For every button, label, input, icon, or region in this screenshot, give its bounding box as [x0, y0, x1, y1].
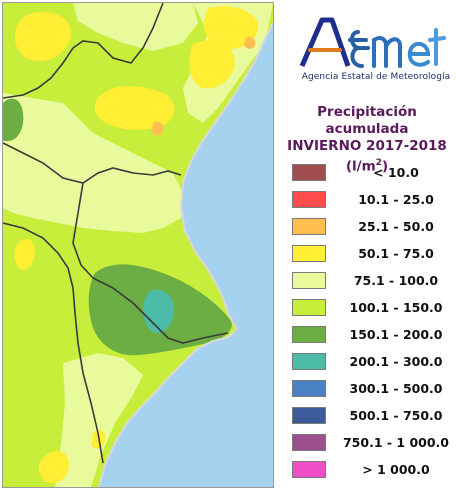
legend-row: 75.1 - 100.0 — [292, 271, 456, 298]
legend-row: 200.1 - 300.0 — [292, 352, 456, 379]
title-line-1: Precipitación acumulada — [317, 104, 417, 137]
legend-row: 500.1 - 750.0 — [292, 406, 456, 433]
legend-label: 75.1 - 100.0 — [353, 273, 439, 288]
legend-row: 300.1 - 500.0 — [292, 379, 456, 406]
legend-swatch — [292, 272, 326, 289]
legend-row: 100.1 - 150.0 — [292, 298, 456, 325]
province-border-3 — [72, 3, 164, 64]
pale-region-south — [55, 353, 143, 487]
yellow-patch-4 — [189, 40, 235, 89]
coastline — [98, 22, 273, 487]
province-border-2 — [72, 182, 229, 344]
province-border-4 — [3, 47, 74, 99]
yellow-patch-1 — [15, 11, 72, 62]
title-line-2: INVIERNO 2017-2018 — [287, 138, 447, 154]
orange-spot-2 — [152, 121, 164, 136]
title-unit: (l/m2) — [278, 155, 456, 176]
legend-label: 100.1 - 150.0 — [349, 300, 443, 315]
aemet-wordmark — [299, 17, 446, 68]
map-title: Precipitación acumulada INVIERNO 2017-20… — [278, 104, 456, 176]
legend-row: 25.1 - 50.0 — [292, 217, 456, 244]
teal-patch — [143, 289, 174, 334]
legend-label: 10.1 - 25.0 — [358, 192, 434, 207]
legend-swatch — [292, 380, 326, 397]
agency-name: Agencia Estatal de Meteorología — [301, 72, 451, 82]
legend-swatch — [292, 245, 326, 262]
unit-superscript: 2 — [375, 158, 382, 168]
orange-spot-1 — [244, 36, 256, 49]
unit-base: (l/m — [345, 158, 376, 175]
legend-label: 300.1 - 500.0 — [349, 381, 443, 396]
yellow-patch-6 — [38, 450, 70, 484]
legend: < 10.0 10.1 - 25.0 25.1 - 50.0 50.1 - 75… — [292, 163, 456, 487]
legend-label: 25.1 - 50.0 — [358, 219, 434, 234]
green-patch-west — [3, 98, 24, 141]
legend-swatch — [292, 353, 326, 370]
legend-label: 150.1 - 200.0 — [349, 327, 443, 342]
legend-row: 10.1 - 25.0 — [292, 190, 456, 217]
legend-label: 50.1 - 75.0 — [358, 246, 434, 261]
province-border-1 — [3, 142, 182, 184]
yellow-patch-3 — [94, 86, 175, 130]
yellow-patch-5 — [14, 238, 35, 270]
legend-row: 50.1 - 75.0 — [292, 244, 456, 271]
legend-row: 750.1 - 1 000.0 — [292, 433, 456, 460]
legend-swatch — [292, 299, 326, 316]
legend-label: 500.1 - 750.0 — [349, 408, 443, 423]
legend-row: < 10.0 — [292, 163, 456, 190]
legend-label: 750.1 - 1 000.0 — [342, 435, 450, 450]
aemet-logo: Agencia Estatal de Meteorología — [290, 8, 450, 90]
legend-swatch — [292, 434, 326, 451]
legend-swatch — [292, 326, 326, 343]
yellow-patch-7 — [91, 430, 106, 449]
legend-swatch — [292, 407, 326, 424]
legend-label: 200.1 - 300.0 — [349, 354, 443, 369]
unit-end: ) — [381, 158, 389, 175]
precipitation-map — [2, 2, 274, 488]
province-border-6 — [72, 287, 104, 464]
side-panel: Agencia Estatal de Meteorología Precipit… — [278, 0, 456, 490]
legend-swatch — [292, 218, 326, 235]
legend-swatch — [292, 191, 326, 208]
legend-row: > 1 000.0 — [292, 460, 456, 487]
yellow-patch-2 — [204, 6, 259, 50]
legend-swatch — [292, 461, 326, 478]
pale-region-central — [3, 93, 183, 233]
legend-label: < 10.0 — [373, 165, 419, 180]
province-border-5 — [3, 222, 74, 289]
legend-swatch — [292, 164, 326, 181]
legend-label: > 1 000.0 — [362, 462, 430, 477]
legend-row: 150.1 - 200.0 — [292, 325, 456, 352]
pale-region-north — [73, 3, 198, 51]
